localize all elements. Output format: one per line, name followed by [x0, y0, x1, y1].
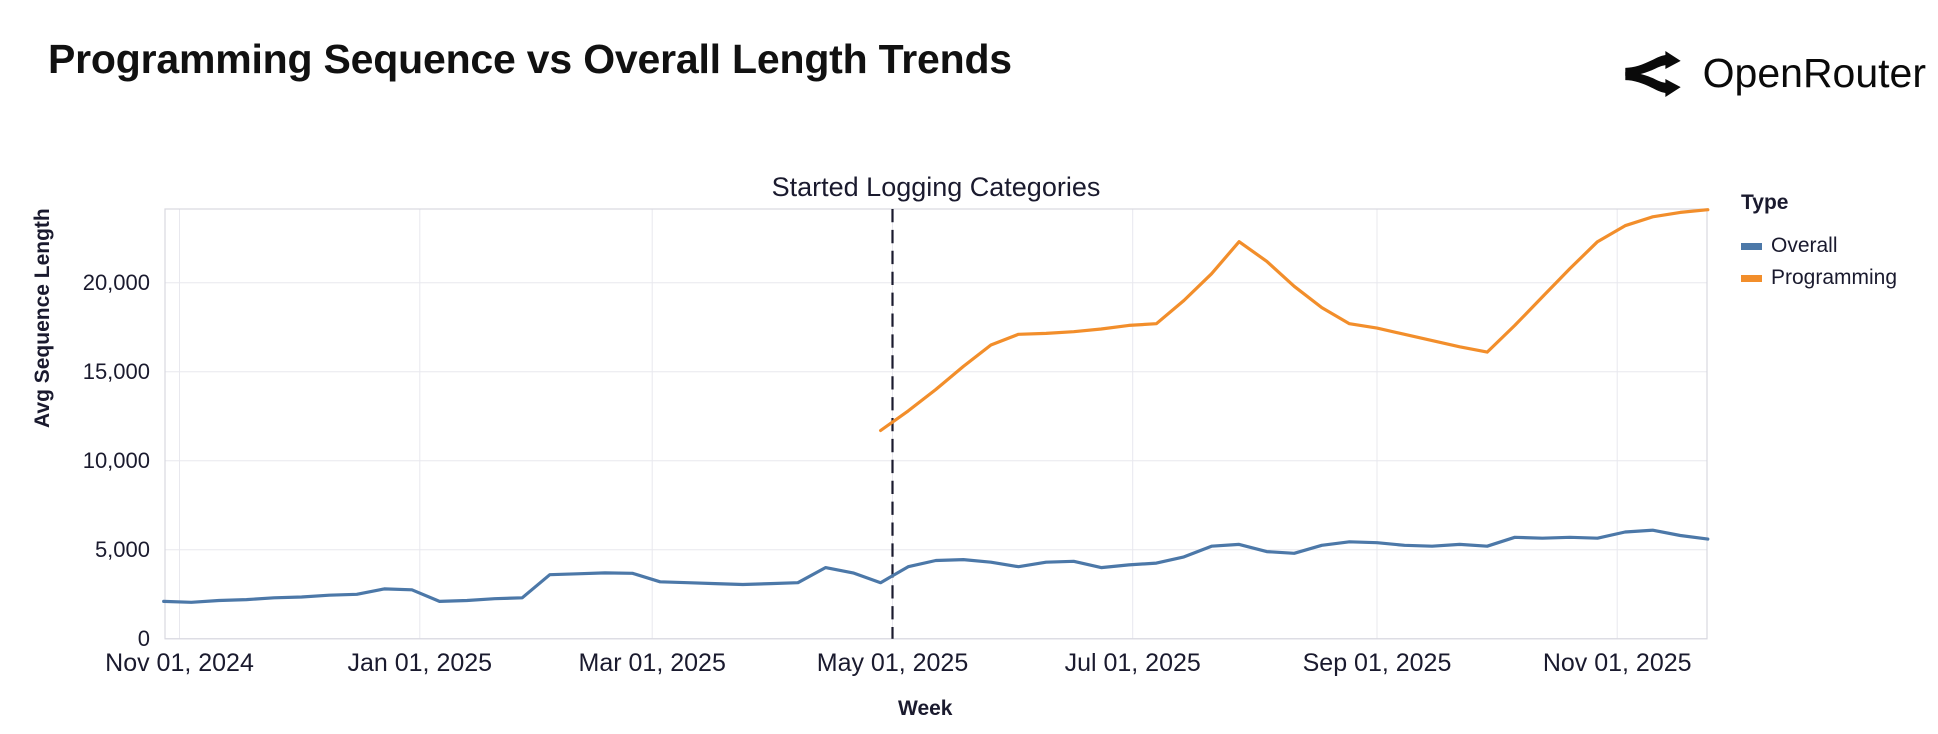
- svg-text:Mar 01, 2025: Mar 01, 2025: [579, 649, 726, 677]
- svg-text:10,000: 10,000: [83, 448, 150, 473]
- svg-text:0: 0: [138, 626, 150, 651]
- svg-text:5,000: 5,000: [95, 537, 150, 562]
- svg-text:Jul 01, 2025: Jul 01, 2025: [1065, 649, 1201, 677]
- svg-text:Nov 01, 2024: Nov 01, 2024: [105, 649, 254, 677]
- svg-text:15,000: 15,000: [83, 359, 150, 384]
- svg-text:Nov 01, 2025: Nov 01, 2025: [1543, 649, 1692, 677]
- svg-text:20,000: 20,000: [83, 270, 150, 295]
- svg-text:Jan 01, 2025: Jan 01, 2025: [348, 649, 493, 677]
- svg-text:May 01, 2025: May 01, 2025: [817, 649, 969, 677]
- svg-text:Sep 01, 2025: Sep 01, 2025: [1303, 649, 1452, 677]
